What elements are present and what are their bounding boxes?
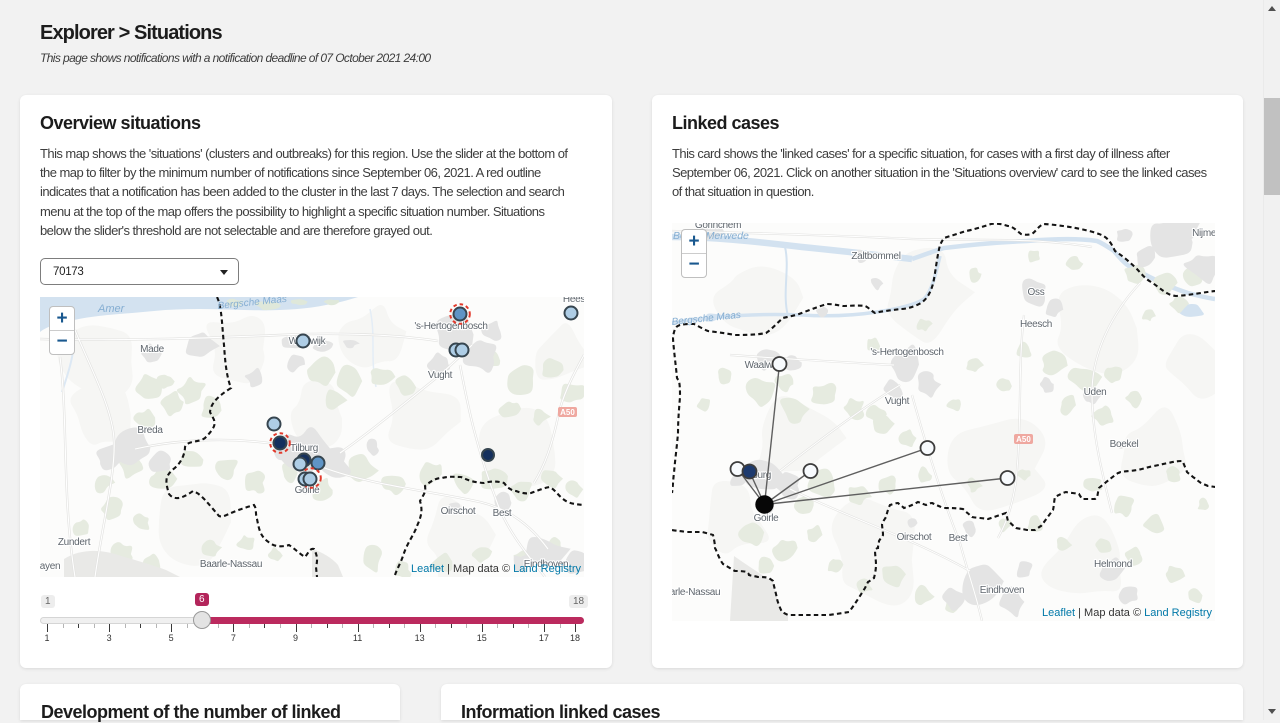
- svg-text:Boekel: Boekel: [1110, 439, 1139, 450]
- svg-text:Made: Made: [140, 344, 165, 355]
- svg-text:Eindhoven: Eindhoven: [524, 559, 569, 570]
- svg-text:Goirle: Goirle: [754, 513, 780, 524]
- svg-text:Uden: Uden: [1084, 387, 1107, 398]
- svg-text:A50: A50: [560, 408, 575, 417]
- svg-text:'s-Hertogenbosch: 's-Hertogenbosch: [870, 347, 943, 358]
- svg-text:Goirle: Goirle: [295, 485, 321, 496]
- svg-text:Oss: Oss: [1028, 287, 1045, 298]
- svg-text:Gorinchem: Gorinchem: [695, 223, 741, 231]
- svg-text:arle-Nassau: arle-Nassau: [672, 587, 720, 598]
- svg-text:Zaltbommel: Zaltbommel: [851, 251, 900, 262]
- svg-text:Heesch: Heesch: [1020, 319, 1052, 330]
- svg-text:Vught: Vught: [428, 370, 453, 381]
- svg-text:Eindhoven: Eindhoven: [980, 585, 1025, 596]
- svg-text:Vught: Vught: [885, 396, 910, 407]
- svg-text:Hees: Hees: [563, 297, 584, 305]
- svg-text:Tilburg: Tilburg: [290, 443, 318, 454]
- svg-text:Best: Best: [493, 508, 512, 519]
- svg-text:A50: A50: [1016, 435, 1031, 444]
- svg-text:Oirschot: Oirschot: [441, 506, 476, 517]
- svg-text:Nijmegen: Nijmegen: [1192, 228, 1215, 239]
- svg-text:Helmond: Helmond: [1094, 559, 1132, 570]
- svg-text:Breda: Breda: [137, 425, 163, 436]
- svg-text:Oirschot: Oirschot: [897, 532, 932, 543]
- svg-text:'s-Hertogenbosch: 's-Hertogenbosch: [414, 321, 487, 332]
- svg-text:Zundert: Zundert: [58, 537, 91, 548]
- svg-text:Baarle-Nassau: Baarle-Nassau: [200, 559, 262, 570]
- svg-text:Best: Best: [949, 533, 968, 544]
- svg-text:Amer: Amer: [97, 303, 126, 315]
- svg-text:ayen: ayen: [40, 561, 60, 572]
